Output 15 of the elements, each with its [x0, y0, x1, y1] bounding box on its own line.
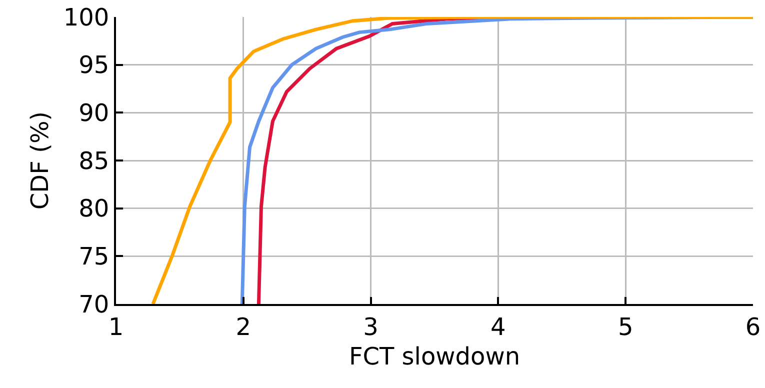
x-tick-label: 5: [618, 312, 634, 341]
x-tick-label: 3: [363, 312, 378, 341]
x-tick-label: 6: [745, 312, 761, 341]
y-tick-label: 85: [78, 146, 110, 175]
y-axis-title: CDF (%): [26, 111, 54, 210]
y-tick-label: 80: [78, 194, 110, 223]
y-tick-label: 95: [78, 51, 110, 80]
y-tick-label: 100: [63, 3, 110, 32]
x-tick-label: 4: [490, 312, 506, 341]
x-tick-label: 2: [236, 312, 252, 341]
x-tick-label: 1: [108, 312, 124, 341]
y-tick-label: 70: [78, 290, 110, 318]
y-tick-label: 75: [78, 242, 110, 271]
x-axis-title: FCT slowdown: [348, 342, 520, 371]
y-tick-label: 90: [78, 99, 110, 128]
